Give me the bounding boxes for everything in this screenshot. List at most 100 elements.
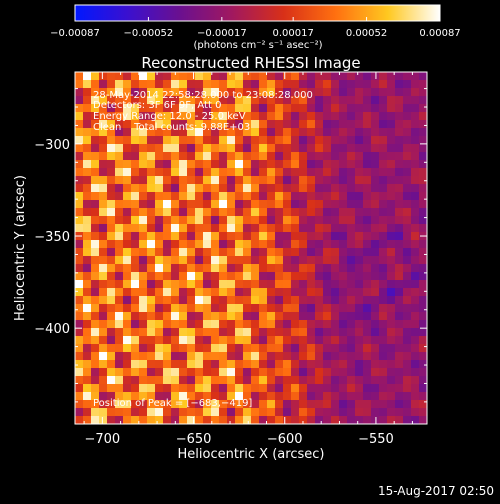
heatmap-pixel xyxy=(411,360,420,369)
heatmap-pixel xyxy=(371,224,380,233)
heatmap-pixel xyxy=(307,240,316,249)
heatmap-pixel xyxy=(283,384,292,393)
heatmap-pixel xyxy=(163,408,172,417)
heatmap-pixel xyxy=(411,384,420,393)
heatmap-pixel xyxy=(283,152,292,161)
heatmap-pixel xyxy=(267,408,276,417)
heatmap-pixel xyxy=(411,256,420,265)
heatmap-pixel xyxy=(403,72,412,81)
heatmap-pixel xyxy=(387,368,396,377)
heatmap-pixel xyxy=(315,360,324,369)
heatmap-pixel xyxy=(331,296,340,305)
heatmap-pixel xyxy=(259,400,268,409)
heatmap-pixel xyxy=(227,368,236,377)
heatmap-pixel xyxy=(107,264,116,273)
heatmap-pixel xyxy=(331,240,340,249)
heatmap-pixel xyxy=(299,168,308,177)
heatmap-pixel xyxy=(363,312,372,321)
heatmap-pixel xyxy=(267,144,276,153)
heatmap-pixel xyxy=(219,408,228,417)
heatmap-pixel xyxy=(219,336,228,345)
heatmap-pixel xyxy=(75,96,84,105)
heatmap-pixel xyxy=(251,312,260,321)
heatmap-pixel xyxy=(291,288,300,297)
heatmap-pixel xyxy=(243,384,252,393)
heatmap-pixel xyxy=(235,320,244,329)
heatmap-pixel xyxy=(155,264,164,273)
heatmap-pixel xyxy=(323,96,332,105)
heatmap-pixel xyxy=(251,280,260,289)
heatmap-pixel xyxy=(395,168,404,177)
heatmap-pixel xyxy=(235,104,244,113)
heatmap-pixel xyxy=(147,216,156,225)
heatmap-pixel xyxy=(347,368,356,377)
heatmap-pixel xyxy=(203,400,212,409)
heatmap-pixel xyxy=(123,264,132,273)
heatmap-pixel xyxy=(123,176,132,185)
heatmap-pixel xyxy=(171,152,180,161)
heatmap-pixel xyxy=(187,184,196,193)
heatmap-pixel xyxy=(155,344,164,353)
heatmap-pixel xyxy=(259,72,268,81)
heatmap-pixel xyxy=(75,192,84,201)
heatmap-pixel xyxy=(75,368,84,377)
heatmap-pixel xyxy=(99,416,108,424)
heatmap-pixel xyxy=(307,224,316,233)
heatmap-pixel xyxy=(235,184,244,193)
heatmap-pixel xyxy=(363,88,372,97)
heatmap-pixel xyxy=(395,152,404,161)
heatmap-pixel xyxy=(75,344,84,353)
heatmap-pixel xyxy=(203,256,212,265)
heatmap-pixel xyxy=(139,232,148,241)
heatmap-pixel xyxy=(403,416,412,424)
heatmap-pixel xyxy=(291,304,300,313)
heatmap-pixel xyxy=(219,384,228,393)
heatmap-pixel xyxy=(123,288,132,297)
heatmap-pixel xyxy=(203,272,212,281)
heatmap-pixel xyxy=(331,144,340,153)
heatmap-pixel xyxy=(339,224,348,233)
heatmap-pixel xyxy=(115,168,124,177)
heatmap-pixel xyxy=(363,368,372,377)
heatmap-pixel xyxy=(131,328,140,337)
heatmap-pixel xyxy=(291,120,300,129)
heatmap-pixel xyxy=(291,208,300,217)
heatmap-pixel xyxy=(155,352,164,361)
heatmap-pixel xyxy=(323,144,332,153)
heatmap-pixel xyxy=(75,80,84,89)
heatmap-pixel xyxy=(219,88,228,97)
heatmap-pixel xyxy=(379,344,388,353)
heatmap-pixel xyxy=(355,360,364,369)
heatmap-pixel xyxy=(267,416,276,424)
heatmap-pixel xyxy=(75,224,84,233)
heatmap-pixel xyxy=(259,136,268,145)
heatmap-pixel xyxy=(227,216,236,225)
heatmap-pixel xyxy=(379,400,388,409)
heatmap-pixel xyxy=(331,184,340,193)
heatmap-pixel xyxy=(283,280,292,289)
heatmap-pixel xyxy=(107,384,116,393)
heatmap-pixel xyxy=(147,360,156,369)
heatmap-pixel xyxy=(235,248,244,257)
heatmap-pixel xyxy=(267,328,276,337)
heatmap-pixel xyxy=(355,392,364,401)
heatmap-pixel xyxy=(315,304,324,313)
heatmap-pixel xyxy=(331,344,340,353)
heatmap-pixel xyxy=(203,128,212,137)
heatmap-pixel xyxy=(291,128,300,137)
heatmap-pixel xyxy=(147,344,156,353)
heatmap-pixel xyxy=(315,216,324,225)
heatmap-pixel xyxy=(387,168,396,177)
heatmap-pixel xyxy=(147,312,156,321)
heatmap-pixel xyxy=(179,384,188,393)
heatmap-pixel xyxy=(243,368,252,377)
heatmap-pixel xyxy=(315,200,324,209)
heatmap-pixel xyxy=(259,200,268,209)
heatmap-pixel xyxy=(179,280,188,289)
heatmap-pixel xyxy=(323,256,332,265)
heatmap-pixel xyxy=(307,128,316,137)
heatmap-pixel xyxy=(411,160,420,169)
heatmap-pixel xyxy=(355,160,364,169)
heatmap-pixel xyxy=(363,192,372,201)
